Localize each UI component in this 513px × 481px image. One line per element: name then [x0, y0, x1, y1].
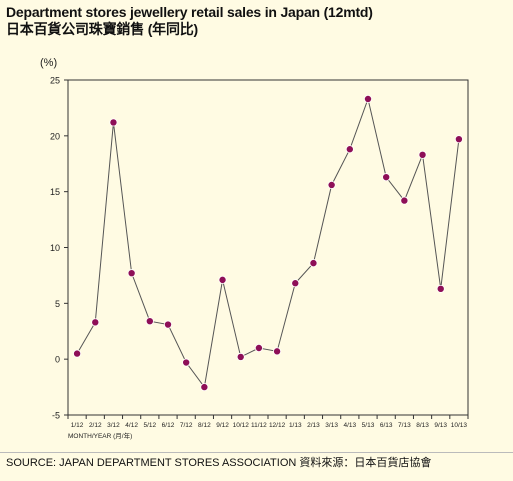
x-tick-label: 4/12 — [125, 422, 138, 429]
data-point — [309, 259, 318, 268]
x-tick-label: 10/12 — [233, 422, 250, 429]
data-point — [218, 275, 227, 284]
x-tick-label: 2/13 — [307, 422, 320, 429]
data-point — [127, 269, 136, 278]
x-axis-label: MONTH/YEAR (月/年) — [68, 431, 132, 440]
data-point — [436, 284, 445, 293]
data-point — [254, 343, 263, 352]
x-tick-label: 7/13 — [398, 422, 411, 429]
x-tick-label: 4/13 — [343, 422, 356, 429]
data-point — [182, 358, 191, 367]
chart-title-english: Department stores jewellery retail sales… — [6, 4, 373, 20]
y-tick-label: 0 — [55, 355, 60, 365]
y-tick-label: 10 — [50, 243, 60, 253]
x-tick-label: 8/13 — [416, 422, 429, 429]
y-tick-label: 15 — [50, 187, 60, 197]
data-point — [363, 94, 372, 103]
x-tick-label: 1/13 — [289, 422, 302, 429]
x-tick-label: 2/12 — [89, 422, 102, 429]
x-tick-label: 9/13 — [434, 422, 447, 429]
data-point — [163, 320, 172, 329]
x-tick-label: 5/12 — [143, 422, 156, 429]
x-tick-label: 6/13 — [380, 422, 393, 429]
data-point — [400, 196, 409, 205]
y-tick-label: 20 — [50, 131, 60, 141]
data-point — [73, 349, 82, 358]
x-tick-label: 10/13 — [451, 422, 468, 429]
x-tick-label: 11/12 — [251, 422, 267, 429]
x-tick-label: 5/13 — [362, 422, 375, 429]
data-point — [236, 352, 245, 361]
x-tick-label: 6/12 — [162, 422, 175, 429]
x-tick-label: 3/13 — [325, 422, 338, 429]
chart-title-chinese: 日本百貨公司珠寶銷售 (年同比) — [6, 21, 199, 37]
x-tick-label: 7/12 — [180, 422, 193, 429]
x-tick-label: 12/12 — [269, 422, 286, 429]
x-tick-label: 8/12 — [198, 422, 211, 429]
data-point — [109, 118, 118, 127]
x-tick-label: 3/12 — [107, 422, 120, 429]
chart-title: Department stores jewellery retail sales… — [6, 4, 373, 38]
footer-divider — [0, 452, 513, 453]
data-point — [145, 317, 154, 326]
data-point — [200, 383, 209, 392]
data-point — [454, 135, 463, 144]
y-tick-label: 5 — [55, 299, 60, 309]
data-point — [327, 180, 336, 189]
data-point — [291, 279, 300, 288]
data-point — [91, 318, 100, 327]
y-tick-label: 25 — [50, 76, 60, 86]
source-note: SOURCE: JAPAN DEPARTMENT STORES ASSOCIAT… — [6, 457, 432, 469]
y-tick-label: -5 — [52, 411, 60, 421]
data-point — [345, 145, 354, 154]
plot-frame — [67, 79, 469, 416]
y-axis-label: (%) — [40, 57, 57, 69]
series-line — [76, 97, 460, 389]
x-tick-label: 9/12 — [216, 422, 229, 429]
x-tick-label: 1/12 — [71, 422, 84, 429]
data-point — [418, 150, 427, 159]
data-point — [382, 173, 391, 182]
data-point — [273, 347, 282, 356]
